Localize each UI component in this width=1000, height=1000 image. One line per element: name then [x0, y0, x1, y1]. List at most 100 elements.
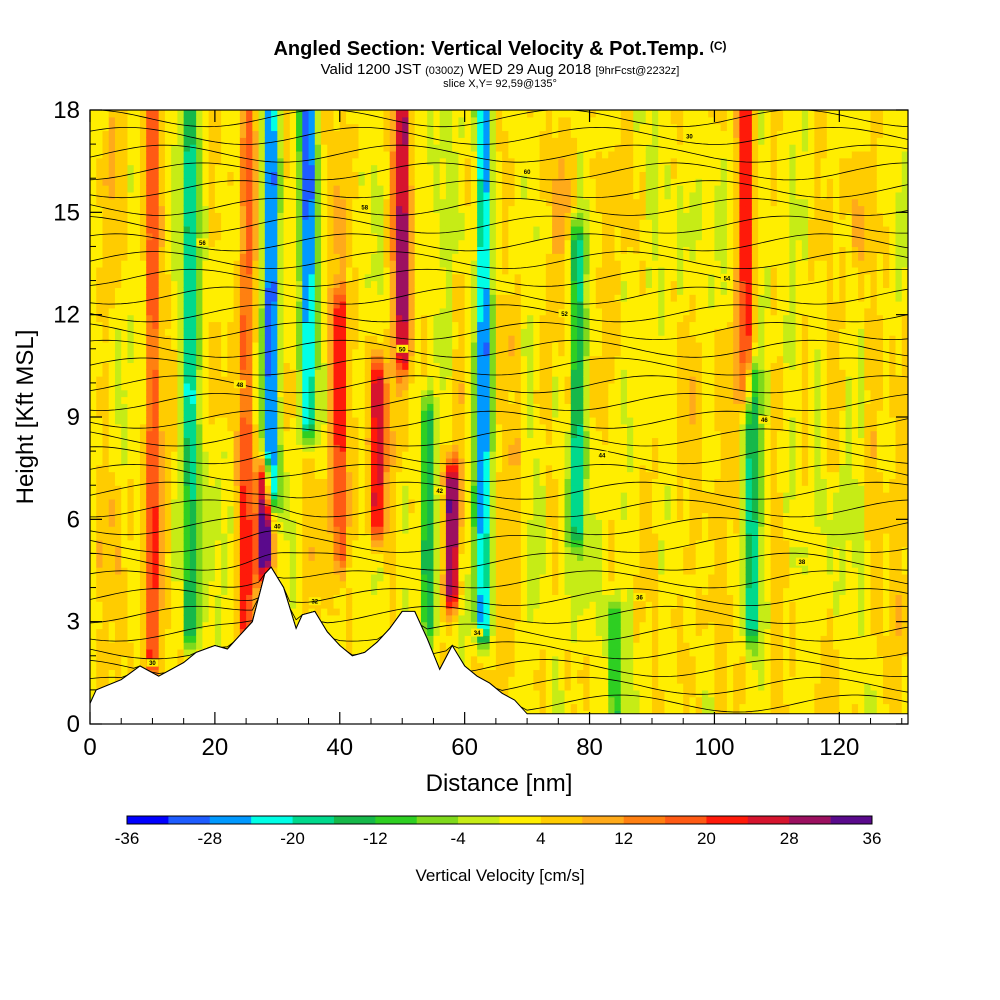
- velocity-cell: [271, 219, 278, 227]
- velocity-cell: [346, 110, 353, 118]
- velocity-cell: [352, 621, 360, 630]
- velocity-cell: [277, 471, 285, 479]
- velocity-cell: [420, 498, 428, 507]
- velocity-cell: [383, 137, 391, 145]
- velocity-cell: [90, 341, 97, 350]
- velocity-cell: [239, 587, 247, 595]
- velocity-cell: [133, 369, 141, 377]
- velocity-cell: [121, 219, 129, 227]
- velocity-cell: [321, 355, 328, 364]
- velocity-cell: [358, 614, 366, 623]
- velocity-cell: [146, 608, 154, 616]
- velocity-cell: [364, 478, 372, 486]
- velocity-cell: [289, 191, 297, 200]
- velocity-cell: [283, 348, 291, 357]
- velocity-cell: [202, 560, 210, 568]
- velocity-cell: [196, 621, 203, 630]
- velocity-cell: [258, 164, 266, 172]
- velocity-cell: [90, 335, 97, 343]
- velocity-cell: [133, 628, 141, 636]
- velocity-cell: [108, 580, 116, 589]
- velocity-cell: [414, 587, 422, 595]
- velocity-cell: [221, 376, 228, 384]
- velocity-cell: [308, 457, 316, 466]
- velocity-cell: [314, 457, 322, 466]
- velocity-cell: [146, 287, 154, 295]
- velocity-cell: [395, 451, 403, 459]
- velocity-cell: [271, 253, 278, 261]
- velocity-cell: [189, 457, 197, 466]
- velocity-cell: [189, 621, 197, 630]
- velocity-cell: [339, 594, 347, 602]
- velocity-cell: [427, 348, 435, 357]
- velocity-cell: [233, 614, 241, 623]
- velocity-cell: [221, 144, 228, 152]
- velocity-cell: [233, 471, 241, 479]
- velocity-cell: [127, 492, 135, 500]
- velocity-cell: [321, 314, 328, 323]
- velocity-cell: [389, 587, 397, 595]
- velocity-cell: [208, 519, 216, 527]
- velocity-cell: [327, 389, 335, 398]
- velocity-cell: [171, 294, 179, 302]
- velocity-cell: [214, 546, 222, 555]
- velocity-cell: [346, 144, 353, 152]
- velocity-cell: [146, 178, 154, 186]
- velocity-cell: [271, 396, 278, 404]
- velocity-cell: [252, 287, 260, 295]
- velocity-cell: [370, 260, 378, 268]
- velocity-cell: [121, 396, 129, 404]
- velocity-cell: [121, 655, 129, 664]
- velocity-cell: [408, 260, 416, 268]
- velocity-cell: [196, 171, 203, 179]
- velocity-cell: [221, 260, 228, 268]
- velocity-cell: [346, 573, 353, 582]
- velocity-cell: [327, 150, 335, 159]
- velocity-cell: [327, 198, 335, 207]
- velocity-cell: [314, 362, 322, 370]
- velocity-cell: [227, 505, 235, 514]
- velocity-cell: [377, 444, 385, 452]
- velocity-cell: [227, 219, 235, 227]
- velocity-cell: [158, 116, 166, 125]
- velocity-cell: [308, 567, 316, 575]
- velocity-cell: [339, 130, 347, 138]
- velocity-cell: [177, 253, 185, 261]
- velocity-cell: [271, 403, 278, 411]
- velocity-cell: [171, 307, 179, 316]
- velocity-cell: [289, 492, 297, 500]
- velocity-cell: [402, 417, 410, 425]
- velocity-cell: [90, 580, 97, 589]
- velocity-cell: [258, 266, 266, 275]
- velocity-cell: [227, 314, 235, 323]
- velocity-cell: [346, 382, 353, 391]
- velocity-cell: [308, 505, 316, 514]
- velocity-cell: [183, 621, 191, 630]
- velocity-cell: [90, 164, 97, 172]
- velocity-cell: [233, 130, 241, 138]
- velocity-cell: [314, 137, 322, 145]
- velocity-cell: [383, 205, 391, 213]
- velocity-cell: [408, 512, 416, 520]
- velocity-cell: [96, 457, 104, 466]
- velocity-cell: [277, 417, 285, 425]
- velocity-cell: [377, 321, 385, 329]
- velocity-cell: [189, 232, 197, 241]
- velocity-cell: [152, 560, 160, 568]
- velocity-cell: [420, 137, 428, 145]
- velocity-cell: [108, 587, 116, 595]
- velocity-cell: [108, 546, 116, 555]
- velocity-cell: [283, 512, 291, 520]
- velocity-cell: [346, 280, 353, 288]
- velocity-cell: [327, 532, 335, 541]
- velocity-cell: [96, 526, 104, 534]
- velocity-cell: [246, 294, 253, 302]
- velocity-cell: [327, 417, 335, 425]
- velocity-cell: [339, 635, 347, 643]
- velocity-cell: [108, 573, 116, 582]
- velocity-cell: [102, 225, 110, 234]
- velocity-cell: [214, 266, 222, 275]
- velocity-cell: [233, 171, 241, 179]
- velocity-cell: [233, 123, 241, 132]
- velocity-cell: [352, 348, 360, 357]
